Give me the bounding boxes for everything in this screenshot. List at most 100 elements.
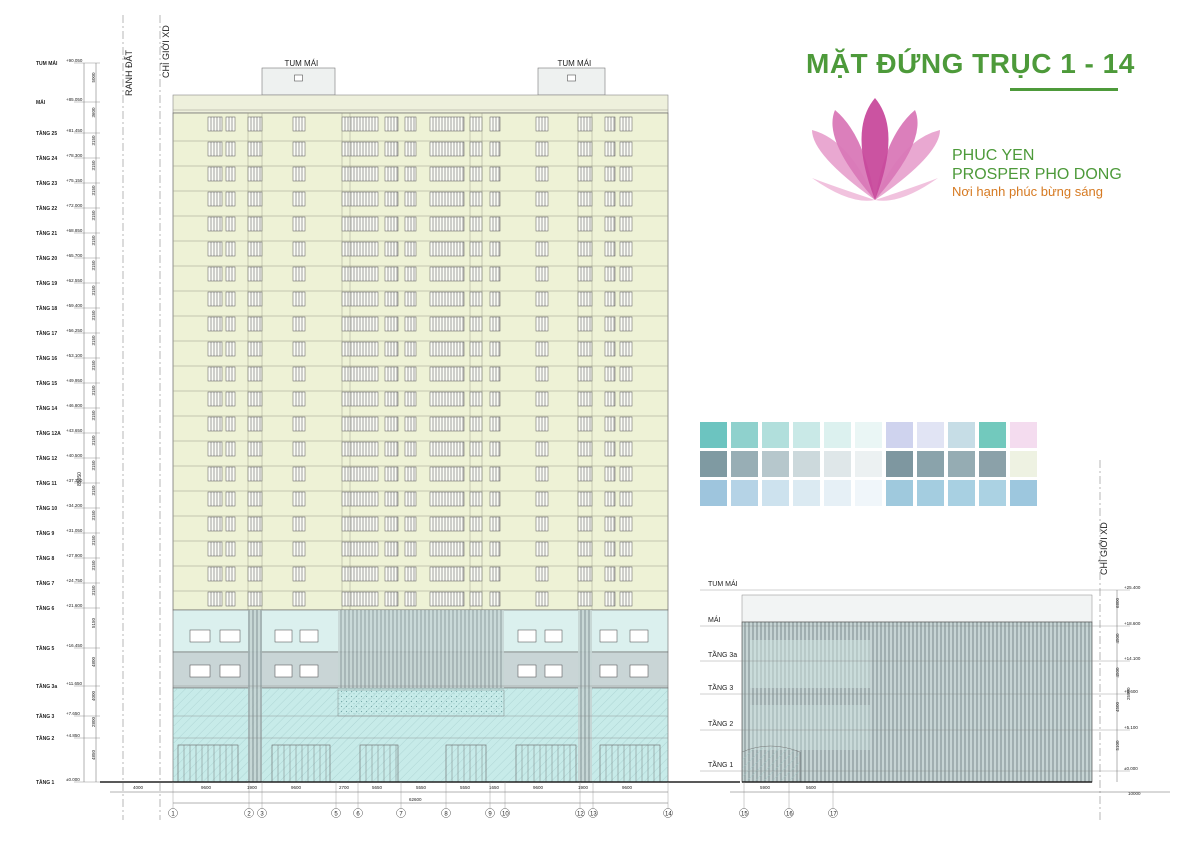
- floor-height-dim: 5150: [91, 617, 96, 628]
- secondary-floor-dim: 5100: [1115, 740, 1120, 751]
- bay-dimension: 5650: [372, 785, 383, 790]
- grid-label: 6: [356, 812, 360, 818]
- grid-label: 5: [334, 812, 338, 818]
- grid-label: 10: [502, 812, 509, 818]
- roof-tower: [537, 67, 606, 96]
- podium-window: [517, 629, 537, 643]
- window: [404, 166, 417, 182]
- podium-column: [578, 610, 592, 782]
- floor-name-label: TẦNG 25: [36, 130, 57, 137]
- floor-elevation-label: +72.000: [66, 203, 83, 208]
- lotus-petal: [812, 178, 875, 201]
- window: [404, 491, 417, 507]
- window: [489, 191, 501, 207]
- grid-bubble: [588, 808, 598, 818]
- window: [225, 416, 236, 432]
- window: [604, 241, 616, 257]
- secondary-floor-name: TẦNG 3a: [708, 649, 737, 659]
- window: [225, 491, 236, 507]
- podium-window: [544, 664, 563, 678]
- window: [384, 116, 399, 132]
- palette-swatch: [700, 451, 727, 477]
- floor-name-label: MÁI: [36, 99, 46, 106]
- window: [489, 516, 501, 532]
- secondary-roof-tower: [741, 594, 1093, 623]
- tower-body: [172, 112, 669, 611]
- podium-window: [629, 664, 649, 678]
- secondary-glazing: [750, 705, 870, 750]
- grid-bubble: [396, 808, 406, 818]
- lotus-petal: [875, 178, 938, 201]
- podium-window: [274, 664, 293, 678]
- lotus-petal: [875, 130, 940, 200]
- secondary-right-dim: 10000: [1128, 791, 1141, 796]
- floor-height-dim: 3150: [91, 560, 96, 571]
- window: [429, 416, 465, 432]
- bay-dimension: 9600: [533, 785, 544, 790]
- palette-swatch: [886, 480, 913, 506]
- window: [207, 141, 223, 157]
- window: [604, 216, 616, 232]
- palette-swatch: [886, 451, 913, 477]
- window: [489, 216, 501, 232]
- secondary-floor-name: TẦNG 3: [708, 682, 733, 692]
- floor-elevation-label: +21.600: [66, 603, 83, 608]
- floor-name-label: TẦNG 3: [36, 713, 55, 720]
- floor-height-dim: 3150: [91, 235, 96, 246]
- window: [384, 566, 399, 582]
- window: [429, 491, 465, 507]
- color-palette: [700, 422, 1037, 506]
- podium-window: [599, 629, 618, 643]
- palette-swatch: [948, 422, 975, 448]
- floor-height-dim: 3150: [91, 535, 96, 546]
- window: [225, 116, 236, 132]
- floor-elevation-label: +53.100: [66, 353, 83, 358]
- floor-height-dim: 3150: [91, 435, 96, 446]
- bay-dimension: 5550: [416, 785, 427, 790]
- floor-elevation-label: +27.900: [66, 553, 83, 558]
- window: [604, 491, 616, 507]
- palette-swatch: [948, 451, 975, 477]
- palette-swatch: [762, 422, 789, 448]
- palette-swatch: [731, 422, 758, 448]
- secondary-floor-elev: +9.600: [1124, 689, 1138, 694]
- floor-elevation-label: +16.450: [66, 643, 83, 648]
- floor-height-dim: 3150: [91, 285, 96, 296]
- floor-height-dim: 3150: [91, 310, 96, 321]
- window: [604, 266, 616, 282]
- palette-swatch: [1010, 422, 1037, 448]
- window: [404, 116, 417, 132]
- grid-bubble: [353, 808, 363, 818]
- floor-elevation-label: ±0.000: [66, 777, 80, 782]
- secondary-floor-dim: 6800: [1115, 597, 1120, 608]
- window: [384, 491, 399, 507]
- window: [225, 241, 236, 257]
- window: [225, 316, 236, 332]
- window: [207, 491, 223, 507]
- grid-bubble: [168, 808, 178, 818]
- floor-height-dim: 3150: [91, 260, 96, 271]
- brand-name-line1: PHUC YEN: [952, 147, 1035, 164]
- grid-label: 8: [444, 812, 448, 818]
- window: [604, 191, 616, 207]
- boundary-label-setback: CHỈ GIỚI XD: [160, 25, 171, 78]
- palette-swatch: [762, 451, 789, 477]
- roof-tower: [261, 67, 336, 96]
- podium-fin-screen: [338, 610, 504, 688]
- floor-name-label: TẦNG 9: [36, 530, 55, 537]
- floor-name-label: TẦNG 24: [36, 155, 57, 162]
- roof-parapet: [172, 94, 669, 114]
- bay-dimension: 9600: [622, 785, 633, 790]
- floor-elevation-label: +62.550: [66, 278, 83, 283]
- floor-name-label: TẦNG 15: [36, 380, 57, 387]
- window: [429, 516, 465, 532]
- floor-height-dim: 3150: [91, 135, 96, 146]
- secondary-grid-label: 17: [830, 812, 837, 818]
- floor-name-label: TẦNG 22: [36, 205, 57, 212]
- window: [384, 291, 399, 307]
- floor-height-dim: 3150: [91, 335, 96, 346]
- window: [429, 566, 465, 582]
- window: [489, 591, 501, 607]
- floor-height-dim: 3150: [91, 160, 96, 171]
- floor-elevation-label: +7.650: [66, 711, 80, 716]
